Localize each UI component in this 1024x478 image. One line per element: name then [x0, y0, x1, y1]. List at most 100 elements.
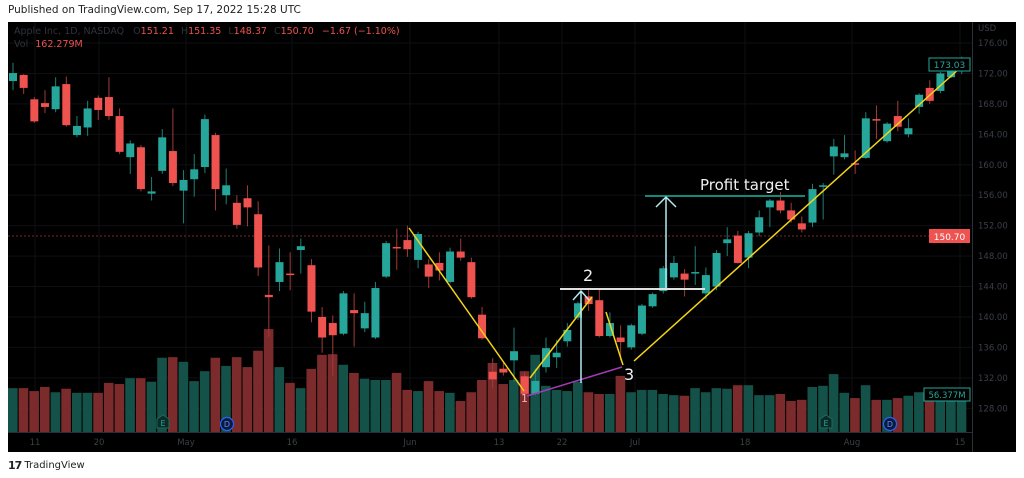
dividend-marker[interactable]: D [219, 416, 235, 432]
volume-bar [135, 378, 146, 432]
uptrend-line[interactable] [633, 67, 961, 362]
volume-bar [434, 391, 444, 432]
volume-bar [551, 389, 562, 432]
earnings-marker-label: E [160, 419, 165, 428]
candle [563, 323, 572, 347]
volume-bar [103, 382, 114, 432]
candle-body [499, 368, 508, 373]
candle-body [851, 163, 860, 165]
candle [765, 199, 774, 228]
candle-body [829, 146, 838, 157]
dividend-marker[interactable]: D [882, 416, 898, 432]
volume-bar [956, 399, 967, 432]
price-axis[interactable]: 176.00 172.00 168.00 164.00 160.00 156.00 152.… [978, 39, 1008, 414]
volume-bar [349, 372, 359, 432]
pullback-line[interactable] [605, 311, 624, 366]
volume-bar [327, 354, 338, 432]
volume-bar [850, 398, 860, 432]
candle-body [222, 185, 231, 196]
candle-body [136, 147, 145, 190]
candle [904, 118, 913, 138]
volume-bar [615, 375, 626, 432]
candle-body [648, 294, 657, 307]
candle [339, 291, 348, 336]
candle [648, 292, 657, 308]
candle-body [360, 313, 369, 329]
candle-body [531, 380, 540, 394]
candle [168, 108, 177, 187]
volume-bar [935, 392, 946, 432]
volume-bar [167, 357, 178, 432]
candle-body [840, 153, 849, 158]
earnings-marker[interactable]: E [819, 414, 833, 429]
candle [819, 183, 828, 220]
volume-bar [231, 357, 242, 432]
candle-body [435, 262, 444, 271]
volume-bar [519, 371, 530, 432]
candle-body [200, 119, 209, 168]
candle [190, 154, 199, 197]
candle-body [733, 235, 742, 263]
higher-low-line[interactable] [526, 366, 623, 397]
volume-bar [370, 379, 381, 432]
downtrend-line[interactable] [408, 227, 525, 392]
footer-brand[interactable]: 17 TradingView [8, 459, 85, 472]
volume-bar [445, 392, 455, 432]
volume-bar [381, 379, 391, 432]
candle [861, 112, 870, 159]
candle [573, 301, 582, 321]
volume-bar [93, 392, 103, 432]
volume-bar [295, 388, 306, 432]
candle-body [40, 103, 49, 107]
volume-bar [189, 381, 199, 432]
volume-bar [775, 393, 786, 432]
candle-body [765, 200, 774, 208]
volume-bar [263, 329, 274, 432]
earnings-marker[interactable]: E [156, 414, 170, 429]
candle-body [275, 262, 284, 282]
volume-bar [679, 395, 690, 432]
candle-body [755, 217, 764, 233]
volume-bars [8, 329, 967, 432]
volume-bar [157, 357, 167, 432]
candle [30, 97, 39, 123]
candle [637, 304, 646, 336]
volume-bar [391, 372, 402, 432]
symbol-label: Apple Inc, 1D, NASDAQ [14, 26, 124, 37]
candle [936, 71, 945, 94]
candle-body [83, 108, 92, 128]
volume-bar [541, 385, 551, 432]
price-tick-label: 172.00 [978, 69, 1008, 79]
volume-bar [210, 357, 221, 432]
candle-body [339, 293, 348, 334]
candle [243, 185, 252, 227]
volume-bar [711, 388, 722, 432]
volume-bar [562, 391, 572, 432]
candle-body [883, 123, 892, 142]
volume-bar [764, 395, 775, 432]
candle-body [158, 137, 167, 171]
candle [872, 105, 881, 139]
candle-body [467, 262, 476, 298]
price-tick-label: 140.00 [978, 313, 1008, 323]
volume-bar [946, 401, 956, 432]
candle [179, 170, 188, 224]
volume-bar [743, 385, 754, 432]
candle-body [456, 251, 465, 258]
candle-body [552, 352, 561, 358]
candle [669, 256, 678, 280]
ohlc-legend: Apple Inc, 1D, NASDAQ O151.21 H151.35 L1… [14, 26, 400, 37]
drawings[interactable]: 1 2 3 Profit target [408, 67, 961, 405]
volume-bar [572, 381, 583, 432]
candle-body [30, 99, 39, 122]
volume-bar [647, 389, 658, 432]
candle [360, 301, 369, 333]
volume-bar [466, 392, 476, 432]
price-tick-label: 132.00 [978, 374, 1008, 384]
volume-bar [871, 399, 882, 432]
candle [254, 201, 263, 276]
candle [147, 176, 156, 201]
candle [115, 108, 124, 155]
time-axis[interactable]: 11 20 May 16 Jun 13 22 Jul 18 Aug 15 [30, 438, 966, 448]
